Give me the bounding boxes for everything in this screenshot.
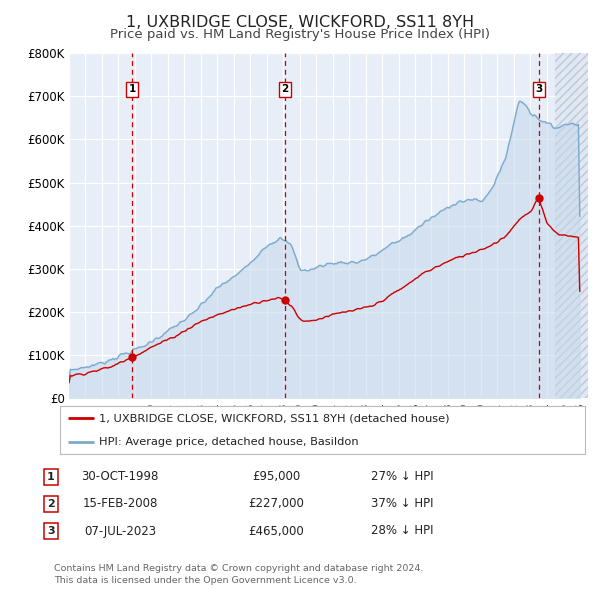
Bar xyxy=(555,53,588,398)
Text: 2: 2 xyxy=(281,84,289,94)
Text: 2: 2 xyxy=(47,499,55,509)
Text: 15-FEB-2008: 15-FEB-2008 xyxy=(82,497,158,510)
Text: 07-JUL-2023: 07-JUL-2023 xyxy=(84,525,156,537)
Text: 1: 1 xyxy=(47,472,55,481)
Text: 37% ↓ HPI: 37% ↓ HPI xyxy=(371,497,433,510)
Text: 1, UXBRIDGE CLOSE, WICKFORD, SS11 8YH: 1, UXBRIDGE CLOSE, WICKFORD, SS11 8YH xyxy=(126,15,474,30)
Text: £95,000: £95,000 xyxy=(252,470,300,483)
Text: 27% ↓ HPI: 27% ↓ HPI xyxy=(371,470,433,483)
Text: 3: 3 xyxy=(535,84,542,94)
Text: Contains HM Land Registry data © Crown copyright and database right 2024.
This d: Contains HM Land Registry data © Crown c… xyxy=(54,565,424,585)
Text: Price paid vs. HM Land Registry's House Price Index (HPI): Price paid vs. HM Land Registry's House … xyxy=(110,28,490,41)
Text: 1: 1 xyxy=(128,84,136,94)
Text: 28% ↓ HPI: 28% ↓ HPI xyxy=(371,525,433,537)
Text: 3: 3 xyxy=(47,526,55,536)
Text: 30-OCT-1998: 30-OCT-1998 xyxy=(82,470,158,483)
Text: £465,000: £465,000 xyxy=(248,525,304,537)
Text: HPI: Average price, detached house, Basildon: HPI: Average price, detached house, Basi… xyxy=(100,437,359,447)
Text: £227,000: £227,000 xyxy=(248,497,304,510)
Text: 1, UXBRIDGE CLOSE, WICKFORD, SS11 8YH (detached house): 1, UXBRIDGE CLOSE, WICKFORD, SS11 8YH (d… xyxy=(100,413,450,423)
